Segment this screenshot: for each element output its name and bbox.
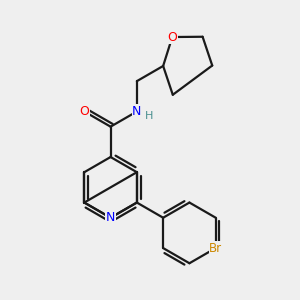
Text: N: N (106, 211, 115, 224)
Text: Br: Br (209, 242, 222, 255)
Text: N: N (132, 105, 142, 118)
Text: O: O (167, 31, 177, 44)
Text: H: H (145, 111, 153, 121)
Text: O: O (80, 105, 89, 118)
